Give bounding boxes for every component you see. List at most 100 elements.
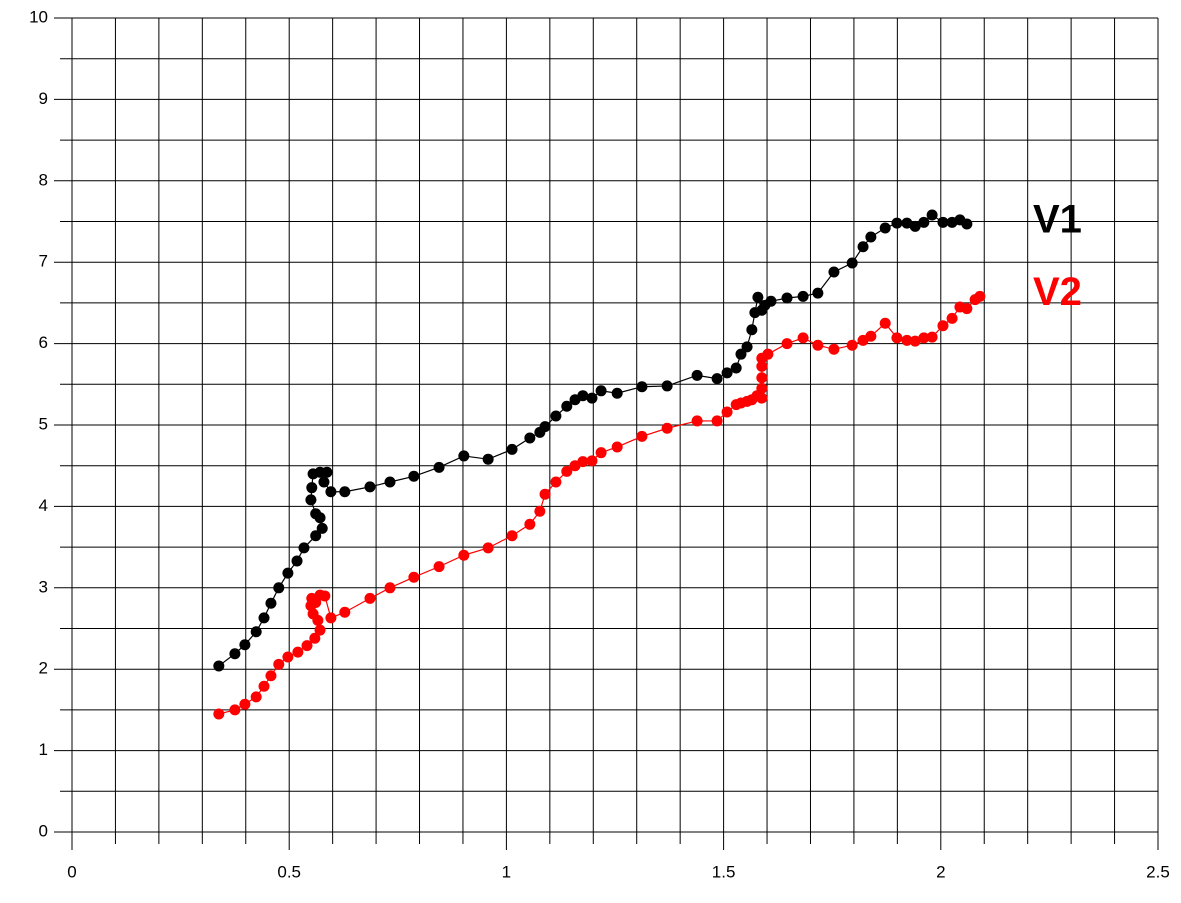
data-point xyxy=(250,626,262,638)
data-point xyxy=(781,292,793,304)
y-tick-label: 9 xyxy=(39,89,48,108)
data-point xyxy=(339,606,351,618)
data-point xyxy=(721,367,733,379)
data-point xyxy=(909,335,921,347)
y-tick-label: 1 xyxy=(39,740,48,759)
data-point xyxy=(857,241,869,253)
data-point xyxy=(926,331,938,343)
data-point xyxy=(250,691,262,703)
data-point xyxy=(524,432,536,444)
data-point xyxy=(258,612,270,624)
data-point xyxy=(756,372,768,384)
data-point xyxy=(661,380,673,392)
data-point xyxy=(691,369,703,381)
data-point xyxy=(213,708,225,720)
data-point xyxy=(229,704,241,716)
data-point xyxy=(797,332,809,344)
data-point xyxy=(577,390,589,402)
y-tick-label: 2 xyxy=(39,659,48,678)
data-point xyxy=(310,508,322,520)
data-point xyxy=(384,476,396,488)
data-point xyxy=(595,447,607,459)
data-point xyxy=(364,481,376,493)
data-point xyxy=(239,639,251,651)
data-point xyxy=(961,218,973,230)
data-point xyxy=(961,303,973,315)
data-point xyxy=(636,430,648,442)
data-point xyxy=(239,698,251,710)
data-point xyxy=(291,555,303,567)
data-point xyxy=(319,590,331,602)
y-tick-label: 8 xyxy=(39,170,48,189)
y-tick-label: 0 xyxy=(39,821,48,840)
data-point xyxy=(301,640,313,652)
data-point xyxy=(273,658,285,670)
data-point xyxy=(611,441,623,453)
data-point xyxy=(539,488,551,500)
x-tick-label: 0.5 xyxy=(277,862,301,881)
data-point xyxy=(482,453,494,465)
data-point xyxy=(213,660,225,672)
data-point xyxy=(364,592,376,604)
data-point xyxy=(797,290,809,302)
data-point xyxy=(458,549,470,561)
data-point xyxy=(756,392,768,404)
data-point xyxy=(752,291,764,303)
data-point xyxy=(433,461,445,473)
data-point xyxy=(595,385,607,397)
data-point xyxy=(691,415,703,427)
data-point xyxy=(846,257,858,269)
data-point xyxy=(282,651,294,663)
data-point xyxy=(937,320,949,332)
x-tick-label: 2.5 xyxy=(1146,862,1170,881)
data-point xyxy=(901,217,913,229)
data-point xyxy=(408,571,420,583)
data-point xyxy=(550,410,562,422)
data-point xyxy=(298,542,310,554)
data-point xyxy=(909,220,921,232)
data-point xyxy=(482,542,494,554)
data-point xyxy=(735,348,747,360)
data-point xyxy=(879,317,891,329)
data-point xyxy=(865,330,877,342)
y-tick-label: 7 xyxy=(39,252,48,271)
data-point xyxy=(265,597,277,609)
y-tick-label: 4 xyxy=(39,496,48,515)
data-point xyxy=(974,290,986,302)
data-point xyxy=(711,373,723,385)
data-point xyxy=(756,360,768,372)
data-point xyxy=(314,624,326,636)
x-tick-label: 1.5 xyxy=(712,862,736,881)
data-point xyxy=(891,332,903,344)
data-point xyxy=(812,339,824,351)
data-point xyxy=(828,343,840,355)
data-point xyxy=(316,522,328,534)
y-tick-label: 3 xyxy=(39,577,48,596)
data-point xyxy=(561,465,573,477)
data-point xyxy=(586,455,598,467)
data-point xyxy=(310,530,322,542)
data-point xyxy=(273,582,285,594)
x-tick-label: 2 xyxy=(936,862,945,881)
data-point xyxy=(282,567,294,579)
data-point xyxy=(339,486,351,498)
x-tick-label: 1 xyxy=(502,862,511,881)
data-point xyxy=(879,222,891,234)
data-point xyxy=(321,466,333,478)
data-point xyxy=(730,362,742,374)
data-point xyxy=(741,341,753,353)
data-point xyxy=(408,470,420,482)
data-point xyxy=(918,216,930,228)
data-point xyxy=(926,209,938,221)
data-point xyxy=(586,392,598,404)
data-point xyxy=(918,332,930,344)
data-point xyxy=(325,486,337,498)
data-point xyxy=(946,312,958,324)
data-point xyxy=(539,421,551,433)
data-point xyxy=(611,387,623,399)
data-point xyxy=(309,632,321,644)
data-point xyxy=(550,476,562,488)
data-point xyxy=(577,456,589,468)
data-point xyxy=(765,295,777,307)
